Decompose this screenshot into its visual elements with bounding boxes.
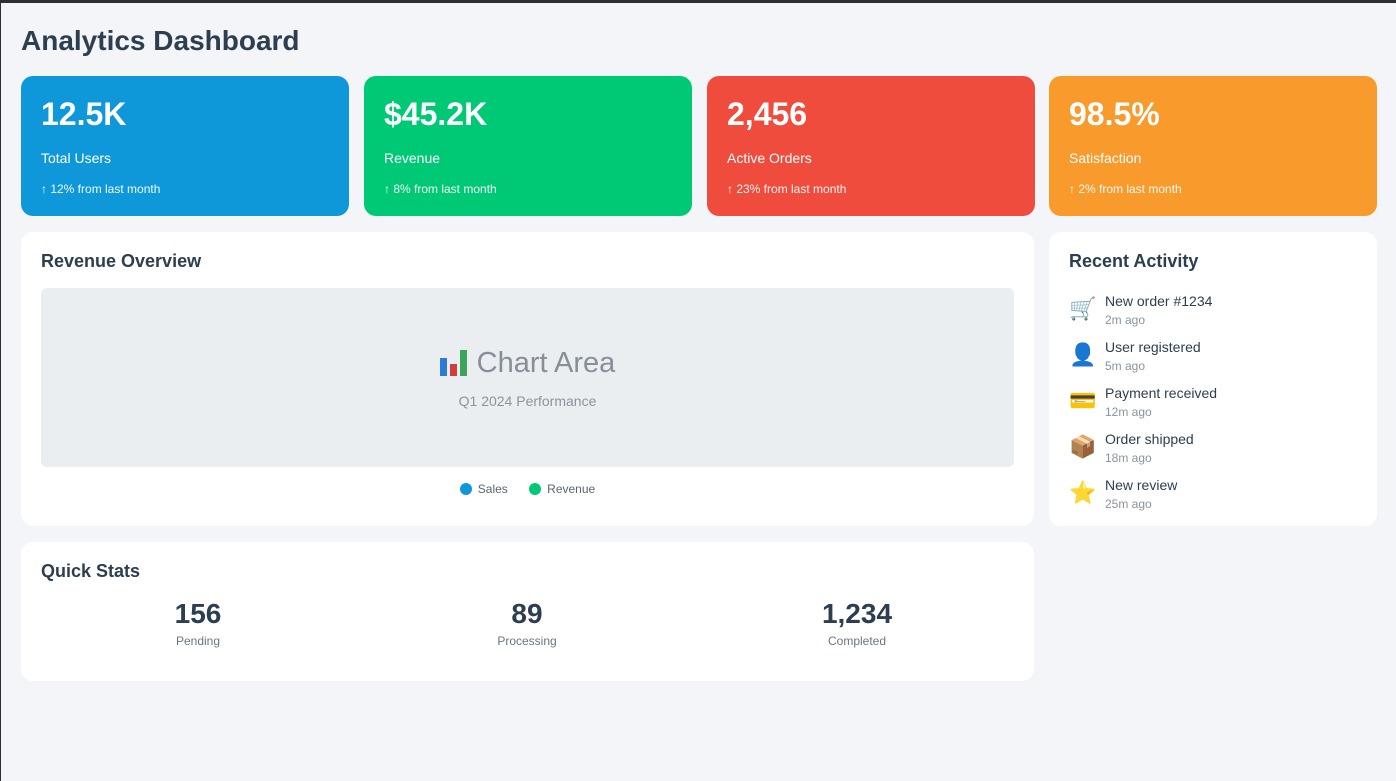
quick-stats-card: Quick Stats 156 Pending 89 Processing 1,… [21,542,1034,681]
legend-label: Sales [477,482,508,496]
chart-legend: Sales Revenue [21,482,1034,496]
activity-item[interactable]: 📦 Order shipped 18m ago [1069,431,1369,471]
revenue-overview-title: Revenue Overview [41,251,202,271]
bar-chart-icon [439,346,468,376]
kpi-card-total-users[interactable]: 12.5K Total Users ↑ 12% from last month [21,76,349,216]
activity-time: 2m ago [1105,313,1146,327]
legend-item-sales[interactable]: Sales [459,482,508,496]
activity-title: Payment received [1105,385,1218,401]
activity-title: Order shipped [1105,431,1194,447]
legend-label: Revenue [547,482,596,496]
credit-card-icon: 💳 [1069,388,1097,413]
kpi-label: Active Orders [727,150,812,166]
kpi-label: Revenue [384,150,441,166]
quick-stat-label: Processing [497,634,557,648]
quick-stat-value: 89 [511,598,543,629]
activity-time: 12m ago [1105,405,1152,419]
legend-dot [459,483,472,495]
activity-time: 18m ago [1105,451,1152,465]
quick-stat-value: 156 [174,598,222,629]
kpi-card-active-orders[interactable]: 2,456 Active Orders ↑ 23% from last mont… [707,76,1035,216]
star-icon: ⭐ [1069,480,1097,505]
recent-activity-title: Recent Activity [1069,251,1199,271]
kpi-label: Total Users [41,150,112,166]
kpi-value: $45.2K [384,96,488,132]
kpi-value: 2,456 [727,96,808,132]
kpi-change: ↑ 8% from last month [384,182,497,196]
kpi-change: ↑ 23% from last month [727,182,847,196]
legend-dot [529,483,542,495]
user-icon: 👤 [1069,342,1097,367]
quick-stat-value: 1,234 [821,598,893,629]
revenue-overview-card: Revenue Overview Chart Area Q1 2024 Perf… [21,232,1034,526]
kpi-card-satisfaction[interactable]: 98.5% Satisfaction ↑ 2% from last month [1049,76,1377,216]
kpi-value: 12.5K [41,96,127,132]
activity-title: New order #1234 [1105,293,1213,309]
recent-activity-card: Recent Activity 🛒 New order #1234 2m ago… [1049,232,1377,526]
activity-title: User registered [1105,339,1201,355]
activity-item[interactable]: ⭐ New review 25m ago [1069,477,1369,517]
activity-item[interactable]: 👤 User registered 5m ago [1069,339,1369,379]
activity-time: 5m ago [1105,359,1146,373]
kpi-label: Satisfaction [1069,150,1142,166]
activity-item[interactable]: 💳 Payment received 12m ago [1069,385,1369,425]
quick-stat-completed: 1,234 Completed [757,598,957,648]
quick-stat-processing: 89 Processing [427,598,627,648]
chart-placeholder-label: Chart Area [476,347,616,379]
page-title: Analytics Dashboard [21,25,300,56]
kpi-change: ↑ 12% from last month [41,182,161,196]
cart-icon: 🛒 [1069,296,1097,321]
legend-item-revenue[interactable]: Revenue [529,482,595,496]
quick-stats-title: Quick Stats [41,561,141,581]
chart-subtitle: Q1 2024 Performance [458,393,597,409]
activity-title: New review [1105,477,1178,493]
activity-time: 25m ago [1105,497,1152,511]
activity-item[interactable]: 🛒 New order #1234 2m ago [1069,293,1369,333]
quick-stat-label: Pending [175,634,221,648]
kpi-card-revenue[interactable]: $45.2K Revenue ↑ 8% from last month [364,76,692,216]
package-icon: 📦 [1069,434,1097,459]
quick-stat-label: Completed [827,634,887,648]
kpi-value: 98.5% [1069,96,1160,132]
quick-stat-pending: 156 Pending [98,598,298,648]
chart-area[interactable]: Chart Area Q1 2024 Performance [41,288,1014,467]
kpi-change: ↑ 2% from last month [1069,182,1182,196]
